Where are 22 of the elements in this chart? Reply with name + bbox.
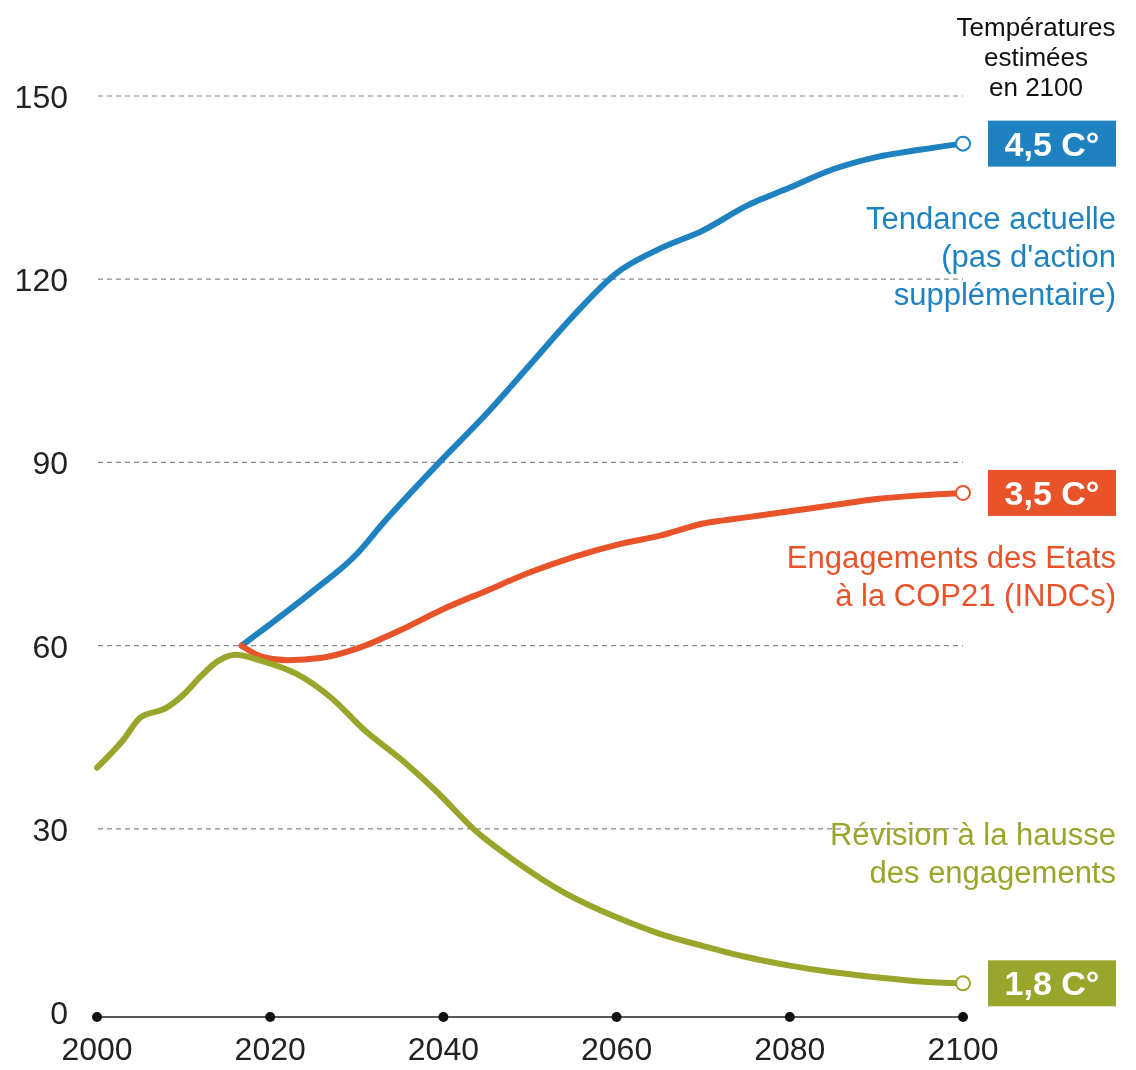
text: Révision à la hausse des engagements (829, 817, 1116, 891)
legend-label: Tendance actuelle (pas d'action supplémentaire) (866, 200, 1116, 312)
point (955, 135, 971, 152)
x-tick-label: 2020 (234, 1031, 306, 1067)
y-tick-label: 30 (32, 811, 68, 848)
point (955, 484, 971, 501)
y-tick-label: 60 (32, 628, 68, 665)
text: 4,5 C° (1004, 124, 1100, 163)
x-tick-label: 2080 (754, 1031, 826, 1067)
annotation: Températures estimées en 2100 (956, 12, 1116, 102)
x-tick-label: 2040 (407, 1031, 479, 1067)
x-tick-label: 2060 (581, 1031, 653, 1067)
point (955, 975, 971, 992)
y-tick-label: 0 (50, 995, 68, 1031)
y-tick-label: 120 (14, 262, 68, 299)
x-tick-label: 2100 (927, 1031, 999, 1067)
legend-label: Engagements des Etats à la COP21 (INDCs) (786, 539, 1116, 613)
x-tick-label: 2000 (61, 1031, 133, 1067)
text: 1,8 C° (1004, 964, 1100, 1003)
y-tick-label: 90 (32, 445, 68, 482)
y-tick-label: 150 (14, 79, 68, 115)
text: 3,5 C° (1004, 473, 1100, 512)
